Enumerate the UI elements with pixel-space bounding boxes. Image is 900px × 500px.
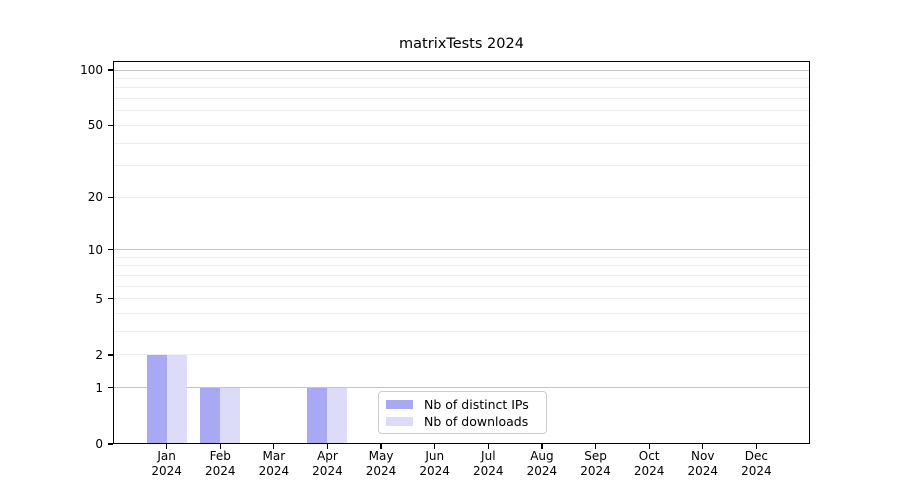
y-gridline-minor-20 — [114, 196, 809, 198]
x-tick-label-jan: Jan 2024 — [135, 449, 199, 480]
x-tick-mark-mar — [273, 444, 275, 449]
legend: Nb of distinct IPs Nb of downloads — [378, 391, 547, 434]
y-gridline-minor-4 — [114, 313, 809, 315]
x-tick-month: Dec — [744, 448, 768, 463]
x-tick-year: 2024 — [633, 464, 665, 478]
y-gridline-major-1 — [114, 387, 809, 389]
y-tick-mark-5 — [107, 298, 113, 300]
x-tick-month: Aug — [530, 448, 554, 463]
x-tick-month: May — [368, 448, 394, 463]
plot-frame — [113, 61, 810, 444]
x-tick-label-sep: Sep 2024 — [564, 449, 628, 480]
x-tick-year: 2024 — [580, 464, 611, 478]
x-tick-mark-feb — [219, 444, 221, 449]
x-tick-month: Nov — [691, 448, 715, 463]
legend-item-downloads: Nb of downloads — [386, 413, 538, 429]
x-tick-label-nov: Nov 2024 — [671, 449, 735, 480]
x-tick-mark-dec — [755, 444, 757, 449]
y-gridline-minor-9 — [114, 256, 809, 258]
y-tick-mark-20 — [107, 196, 113, 198]
y-gridline-major-10 — [114, 249, 809, 251]
x-tick-year: 2024 — [687, 464, 719, 478]
x-tick-month: Jun — [425, 448, 445, 463]
x-tick-mark-may — [380, 444, 382, 449]
x-tick-year: 2024 — [473, 464, 504, 478]
legend-swatch-distinct-ips — [386, 399, 413, 409]
x-tick-mark-jan — [166, 444, 168, 449]
y-gridline-minor-30 — [114, 165, 809, 167]
y-tick-mark-10 — [107, 249, 113, 251]
y-tick-label-5: 5 — [95, 291, 103, 306]
y-tick-label-100: 100 — [80, 63, 103, 78]
x-tick-label-jul: Jul 2024 — [456, 449, 520, 480]
y-gridline-minor-80 — [114, 87, 809, 89]
legend-item-distinct-ips: Nb of distinct IPs — [386, 396, 538, 412]
x-tick-label-aug: Aug 2024 — [510, 449, 574, 480]
chart-title: matrixTests 2024 — [399, 36, 524, 52]
x-tick-year: 2024 — [365, 464, 397, 478]
y-tick-label-10: 10 — [87, 242, 103, 257]
y-tick-label-2: 2 — [95, 347, 103, 362]
y-gridline-minor-8 — [114, 265, 809, 267]
y-gridline-minor-6 — [114, 285, 809, 287]
y-gridline-minor-40 — [114, 142, 809, 144]
x-tick-label-apr: Apr 2024 — [295, 449, 359, 480]
y-tick-mark-2 — [107, 354, 113, 356]
x-tick-mark-jul — [487, 444, 489, 449]
x-tick-label-oct: Oct 2024 — [617, 449, 681, 480]
y-gridline-minor-3 — [114, 331, 809, 333]
y-gridline-minor-2 — [114, 354, 809, 356]
x-tick-year: 2024 — [312, 464, 343, 478]
bar-nb-of-downloads-apr — [327, 387, 348, 444]
y-tick-label-50: 50 — [87, 118, 103, 133]
x-tick-month: Mar — [262, 448, 286, 463]
y-gridline-minor-70 — [114, 98, 809, 100]
y-tick-mark-1 — [107, 387, 113, 389]
x-tick-month: Jul — [481, 448, 496, 463]
y-tick-label-0: 0 — [95, 437, 103, 451]
y-gridline-minor-5 — [114, 298, 809, 300]
x-tick-mark-sep — [594, 444, 597, 449]
y-tick-mark-50 — [107, 124, 113, 127]
y-gridline-minor-7 — [114, 275, 809, 277]
y-tick-label-20: 20 — [87, 190, 103, 205]
x-tick-month: Oct — [638, 448, 660, 463]
x-tick-year: 2024 — [151, 464, 182, 478]
y-tick-mark-0 — [107, 443, 113, 445]
x-tick-label-mar: Mar 2024 — [242, 449, 306, 480]
x-tick-year: 2024 — [741, 464, 772, 478]
y-gridline-minor-90 — [114, 78, 809, 80]
x-tick-label-dec: Dec 2024 — [724, 449, 788, 480]
bar-nb-of-distinct-ips-jan — [146, 354, 167, 444]
bar-nb-of-distinct-ips-apr — [307, 387, 328, 444]
y-gridline-minor-50 — [114, 124, 809, 126]
bar-nb-of-downloads-jan — [166, 354, 187, 444]
x-tick-year: 2024 — [258, 464, 290, 478]
x-tick-mark-apr — [326, 444, 329, 449]
x-tick-label-jun: Jun 2024 — [403, 449, 467, 480]
x-tick-month: Feb — [209, 448, 231, 463]
y-gridline-minor-60 — [114, 110, 809, 112]
bar-nb-of-downloads-feb — [220, 387, 241, 444]
x-tick-year: 2024 — [526, 464, 558, 478]
legend-swatch-downloads — [386, 416, 413, 426]
x-tick-label-may: May 2024 — [349, 449, 413, 480]
x-tick-month: Sep — [584, 448, 607, 463]
x-tick-mark-oct — [648, 444, 650, 449]
y-tick-mark-100 — [107, 69, 113, 71]
x-tick-mark-jun — [434, 444, 436, 449]
x-tick-label-feb: Feb 2024 — [188, 449, 252, 480]
y-gridline-major-100 — [114, 69, 809, 71]
x-tick-year: 2024 — [419, 464, 450, 478]
x-tick-month: Jan — [157, 448, 176, 463]
x-tick-year: 2024 — [204, 464, 236, 478]
x-tick-mark-aug — [541, 444, 543, 449]
x-tick-mark-nov — [702, 444, 704, 449]
bar-nb-of-distinct-ips-feb — [200, 387, 221, 444]
x-tick-month: Apr — [317, 448, 338, 463]
y-tick-label-1: 1 — [95, 380, 103, 395]
legend-label-downloads: Nb of downloads — [424, 413, 529, 429]
legend-label-distinct-ips: Nb of distinct IPs — [424, 396, 529, 412]
